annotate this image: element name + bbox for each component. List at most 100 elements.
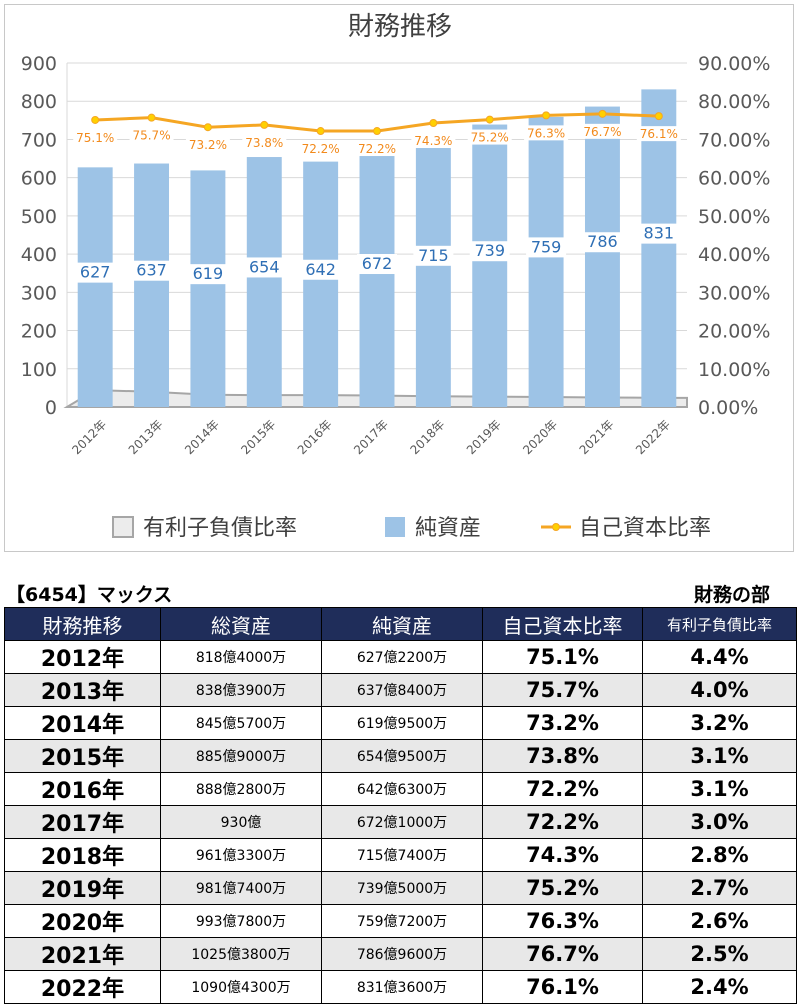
chart-panel: 財務推移 0 100 200 300 400 500 600 700 800 900 0.00% 10.… bbox=[4, 4, 794, 552]
x-tick-label: 2022年 bbox=[633, 417, 673, 457]
y-right-tick-label: 0.00% bbox=[698, 397, 758, 419]
cell-equity-ratio: 76.7% bbox=[482, 937, 643, 971]
ratio-value-label: 76.1% bbox=[640, 127, 678, 141]
cell-equity-ratio: 73.8% bbox=[482, 739, 643, 773]
cell-total-assets: 981億7400万 bbox=[160, 871, 322, 905]
cell-debt-ratio: 4.4% bbox=[642, 640, 797, 674]
cell-net-assets: 715億7400万 bbox=[321, 838, 483, 872]
bar-net-assets bbox=[415, 133, 451, 407]
bar-net-assets bbox=[641, 89, 677, 407]
line-point bbox=[654, 112, 663, 121]
bar-value-label: 715 bbox=[418, 246, 449, 265]
y-left-tick-label: 800 bbox=[21, 91, 57, 113]
cell-debt-ratio: 2.4% bbox=[642, 970, 797, 1004]
y-left-tick-label: 200 bbox=[21, 321, 57, 343]
ratio-value-label: 76.7% bbox=[583, 125, 621, 139]
bar-value-label: 619 bbox=[193, 264, 224, 283]
y-right-tick-label: 70.00% bbox=[698, 129, 770, 151]
cell-debt-ratio: 4.0% bbox=[642, 673, 797, 707]
bar-label-background bbox=[638, 223, 679, 244]
cell-equity-ratio: 74.3% bbox=[482, 838, 643, 872]
cell-year: 2015年 bbox=[4, 739, 161, 773]
x-tick-label: 2017年 bbox=[351, 417, 391, 457]
cell-equity-ratio: 73.2% bbox=[482, 706, 643, 740]
cell-total-assets: 885億9000万 bbox=[160, 739, 322, 773]
x-tick-label: 2012年 bbox=[69, 417, 109, 457]
line-point bbox=[598, 109, 607, 118]
cell-total-assets: 838億3900万 bbox=[160, 673, 322, 707]
bar-label-background bbox=[469, 241, 510, 262]
y-right-tick-label: 20.00% bbox=[698, 321, 770, 343]
ratio-value-label: 75.2% bbox=[471, 131, 509, 145]
table-row: 2016年 888億2800万 642億6300万 72.2% 3.1% bbox=[4, 772, 797, 806]
section-label: 財務の部 bbox=[693, 584, 770, 606]
y-right-tick-label: 80.00% bbox=[698, 91, 770, 113]
bar-label-background bbox=[187, 264, 228, 285]
cell-debt-ratio: 2.8% bbox=[642, 838, 797, 872]
cell-net-assets: 654億9500万 bbox=[321, 739, 483, 773]
table-row: 2014年 845億5700万 619億9500万 73.2% 3.2% bbox=[4, 706, 797, 740]
legend-label-debt-ratio: 有利子負債比率 bbox=[143, 516, 297, 541]
y-right-tick-label: 30.00% bbox=[698, 282, 770, 304]
legend-label-net-assets: 純資産 bbox=[415, 516, 481, 541]
ratio-label-background bbox=[411, 133, 456, 149]
bar-value-label: 739 bbox=[474, 241, 505, 260]
y-left-tick-label: 100 bbox=[21, 359, 57, 381]
x-tick-label: 2016年 bbox=[295, 417, 335, 457]
chart: 財務推移 0 100 200 300 400 500 600 700 800 900 0.00% 10.… bbox=[21, 12, 771, 541]
ratio-label-background bbox=[636, 126, 681, 142]
company-label: 【6454】マックス bbox=[6, 584, 173, 606]
bar-net-assets bbox=[134, 163, 170, 407]
line-point bbox=[373, 127, 381, 136]
table-row: 2015年 885億9000万 654億9500万 73.8% 3.1% bbox=[4, 739, 797, 773]
cell-debt-ratio: 2.5% bbox=[642, 937, 797, 971]
cell-debt-ratio: 3.0% bbox=[642, 805, 797, 839]
cell-net-assets: 739億5000万 bbox=[321, 871, 483, 905]
bar-net-assets bbox=[246, 157, 282, 407]
ratio-label-background bbox=[242, 134, 287, 150]
cell-debt-ratio: 3.2% bbox=[642, 706, 797, 740]
ratio-label-background bbox=[73, 129, 118, 145]
bar-label-background bbox=[244, 257, 285, 278]
table-row: 2020年 993億7800万 759億7200万 76.3% 2.6% bbox=[4, 904, 797, 938]
bar-value-label: 759 bbox=[531, 237, 562, 256]
cell-net-assets: 619億9500万 bbox=[321, 706, 483, 740]
cell-year: 2012年 bbox=[4, 640, 161, 674]
ratio-value-label: 75.1% bbox=[76, 131, 114, 145]
legend-swatch-debt-ratio bbox=[112, 516, 134, 538]
header-period: 財務推移 bbox=[4, 607, 161, 641]
y-left-tick-label: 900 bbox=[21, 53, 57, 75]
cell-net-assets: 672億1000万 bbox=[321, 805, 483, 839]
cell-total-assets: 1090億4300万 bbox=[160, 970, 322, 1004]
y-left-tick-label: 0 bbox=[45, 397, 57, 419]
ratio-value-label: 76.3% bbox=[527, 126, 565, 140]
bar-value-label: 786 bbox=[587, 232, 618, 251]
cell-total-assets: 818億4000万 bbox=[160, 640, 322, 674]
bar-net-assets bbox=[528, 116, 564, 407]
cell-equity-ratio: 72.2% bbox=[482, 772, 643, 806]
bar-label-background bbox=[526, 237, 567, 258]
bar-net-assets bbox=[472, 124, 508, 407]
bar-net-assets bbox=[359, 150, 395, 407]
cell-equity-ratio: 72.2% bbox=[482, 805, 643, 839]
x-tick-label: 2021年 bbox=[577, 417, 617, 457]
y-left-tick-label: 400 bbox=[21, 244, 57, 266]
y-left-tick-label: 600 bbox=[21, 168, 57, 190]
cell-net-assets: 759億7200万 bbox=[321, 904, 483, 938]
chart-title: 財務推移 bbox=[348, 12, 452, 42]
bar-label-background bbox=[300, 259, 341, 280]
cell-total-assets: 961億3300万 bbox=[160, 838, 322, 872]
bar-label-background bbox=[131, 260, 172, 281]
cell-net-assets: 637億8400万 bbox=[321, 673, 483, 707]
cell-total-assets: 1025億3800万 bbox=[160, 937, 322, 971]
table-row: 2012年 818億4000万 627億2200万 75.1% 4.4% bbox=[4, 640, 797, 674]
ratio-label-background bbox=[580, 123, 625, 139]
cell-year: 2020年 bbox=[4, 904, 161, 938]
bar-value-label: 637 bbox=[136, 261, 167, 280]
cell-total-assets: 930億 bbox=[160, 805, 322, 839]
cell-total-assets: 993億7800万 bbox=[160, 904, 322, 938]
cell-debt-ratio: 3.1% bbox=[642, 739, 797, 773]
cell-year: 2022年 bbox=[4, 970, 161, 1004]
bar-label-background bbox=[413, 245, 454, 266]
cell-equity-ratio: 75.7% bbox=[482, 673, 643, 707]
